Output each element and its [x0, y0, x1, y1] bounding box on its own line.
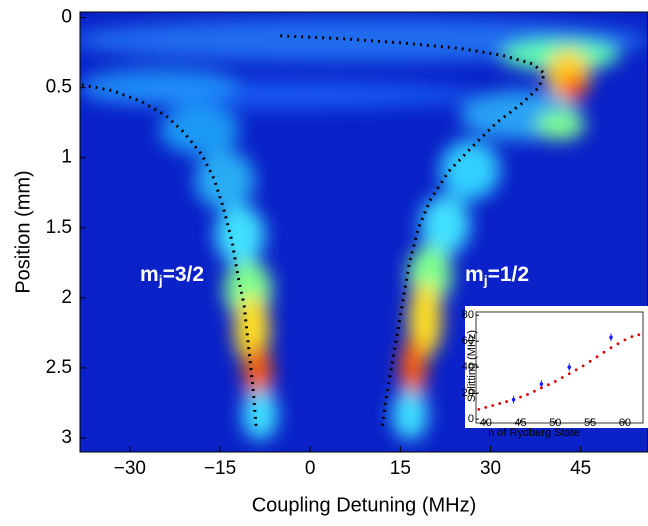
fit-point — [637, 333, 641, 337]
y-axis-label: Position (mm) — [12, 170, 34, 293]
x-tick-label: 15 — [390, 458, 411, 479]
inset-y-tick-label: 60 — [462, 335, 474, 347]
fit-point — [546, 383, 550, 387]
x-tick-label: −30 — [114, 458, 146, 479]
fit-point — [609, 346, 613, 350]
inset-x-label: n of Rydberg State — [488, 427, 580, 439]
fit-point — [616, 342, 620, 346]
annotation: mj=1/2 — [465, 263, 529, 288]
fit-point — [477, 407, 481, 411]
inset-x-tick-label: 55 — [584, 417, 596, 429]
fit-point — [533, 389, 536, 393]
x-axis-label: Coupling Detuning (MHz) — [252, 494, 477, 516]
fit-point — [491, 404, 495, 407]
theory-curve — [81, 83, 258, 427]
fit-point — [526, 393, 529, 396]
data-point — [539, 382, 544, 386]
inset-y-tick-label: 0 — [468, 413, 474, 425]
plot-frame — [79, 11, 648, 453]
fit-point — [560, 376, 564, 379]
inset-background — [465, 306, 648, 428]
inset-x-tick-label: 50 — [549, 417, 561, 429]
inset-x-tick-label: 40 — [480, 417, 492, 429]
fit-point — [505, 400, 509, 403]
inset-y-tick-label: 20 — [462, 387, 474, 399]
data-point — [567, 365, 572, 369]
fit-point — [588, 359, 592, 363]
fit-point — [498, 402, 502, 405]
inset-x-tick-label: 60 — [619, 417, 631, 429]
fit-point — [581, 364, 585, 368]
y-tick-label: 0 — [61, 7, 72, 28]
fit-point — [630, 335, 634, 339]
data-point — [511, 397, 516, 402]
inset-y-label: Splitting (MHz) — [466, 330, 478, 402]
fit-point — [567, 372, 571, 376]
y-tick-label: 1 — [61, 147, 72, 168]
fit-point — [519, 395, 522, 399]
x-tick-label: 30 — [480, 458, 501, 479]
fit-point — [484, 406, 488, 409]
fit-point — [553, 380, 557, 383]
x-tick-label: −15 — [204, 458, 236, 479]
fit-point — [602, 350, 606, 354]
y-tick-label: 0.5 — [46, 77, 72, 98]
annotation: mj=3/2 — [140, 263, 204, 288]
fit-point — [595, 355, 599, 359]
heatmap — [80, 12, 648, 452]
y-tick-label: 1.5 — [46, 217, 72, 238]
data-point — [609, 335, 613, 340]
inset-y-tick-label: 40 — [462, 361, 474, 373]
y-tick-label: 2.5 — [46, 357, 72, 378]
x-tick-label: 45 — [570, 458, 591, 479]
y-tick-label: 3 — [61, 427, 72, 448]
y-tick-label: 2 — [61, 287, 72, 308]
theory-curve — [280, 34, 547, 427]
inset-y-tick-label: 80 — [462, 309, 474, 321]
inset-x-tick-label: 45 — [514, 417, 526, 429]
fit-point — [623, 338, 627, 342]
fit-point — [574, 368, 578, 372]
x-tick-label: 0 — [305, 458, 316, 479]
